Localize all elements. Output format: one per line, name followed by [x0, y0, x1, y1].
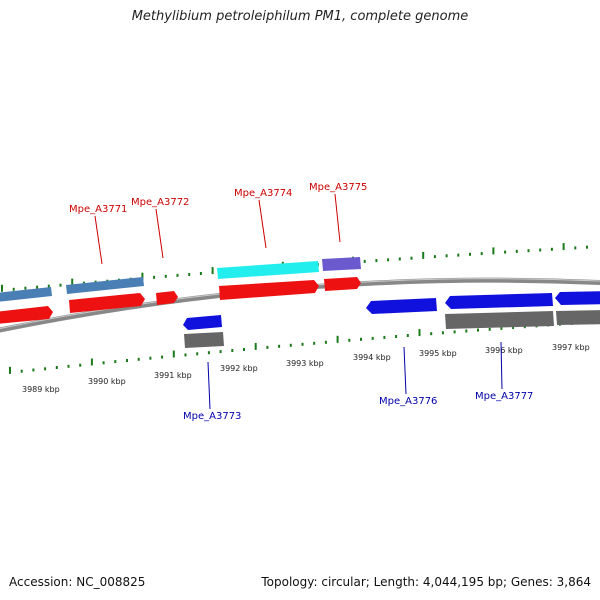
scale-label: 3994 kbp [353, 353, 391, 362]
cds-forward-Mpe_A3774 [219, 280, 319, 300]
scale-label: 3996 kbp [485, 346, 523, 355]
gene-label: Mpe_A3776 [379, 396, 437, 407]
cds-forward-Mpe_A3775 [324, 277, 361, 291]
feature-cyan [217, 261, 319, 279]
gene-label: Mpe_A3774 [234, 188, 292, 199]
feature-steelblue-2 [66, 277, 144, 294]
gene-label-leader [155, 208, 164, 259]
gene-label-leader [500, 341, 503, 390]
feature-gray-1 [184, 332, 224, 348]
scale-label: 3995 kbp [419, 349, 457, 358]
cds-reverse-Mpe_A3776 [366, 298, 437, 314]
gene-label-leader [403, 346, 407, 395]
gene-label-leader [94, 215, 103, 265]
gene-label: Mpe_A3775 [309, 182, 367, 193]
gene-label-leader [334, 193, 341, 243]
feature-gray-2 [445, 311, 554, 329]
gene-label-leader [207, 361, 211, 410]
scale-label: 3997 kbp [552, 343, 590, 352]
gene-label-leader [258, 199, 267, 249]
feature-gray-3 [556, 310, 600, 325]
feature-steelblue-1 [0, 287, 52, 302]
cds-forward-Mpe_A3771 [69, 293, 145, 313]
cds-reverse-Mpe_A3773 [183, 315, 222, 330]
genome-stats-text: Topology: circular; Length: 4,044,195 bp… [261, 575, 591, 589]
scale-label: 3992 kbp [220, 364, 258, 373]
cds-forward-1 [0, 306, 53, 324]
accession-text: Accession: NC_008825 [9, 575, 146, 589]
gene-label: Mpe_A3772 [131, 197, 189, 208]
gene-label: Mpe_A3771 [69, 204, 127, 215]
scale-label: 3989 kbp [22, 385, 60, 394]
scale-labels: 3989 kbp 3990 kbp 3991 kbp 3992 kbp 3993 kbp… [22, 343, 590, 394]
scale-label: 3993 kbp [286, 359, 324, 368]
gene-label: Mpe_A3773 [183, 411, 241, 422]
scale-label: 3991 kbp [154, 371, 192, 380]
feature-slate [322, 257, 361, 271]
map-title: Methylibium petroleiphilum PM1, complete… [131, 9, 469, 24]
scale-label: 3990 kbp [88, 377, 126, 386]
cds-reverse-Mpe_A3777 [445, 293, 553, 309]
cds-reverse-right-edge [555, 291, 600, 305]
gene-labels: Mpe_A3771 Mpe_A3772 Mpe_A3774 Mpe_A3775 Mpe_… [69, 182, 533, 422]
cds-forward-Mpe_A3772 [156, 291, 178, 305]
gene-label: Mpe_A3777 [475, 391, 533, 402]
